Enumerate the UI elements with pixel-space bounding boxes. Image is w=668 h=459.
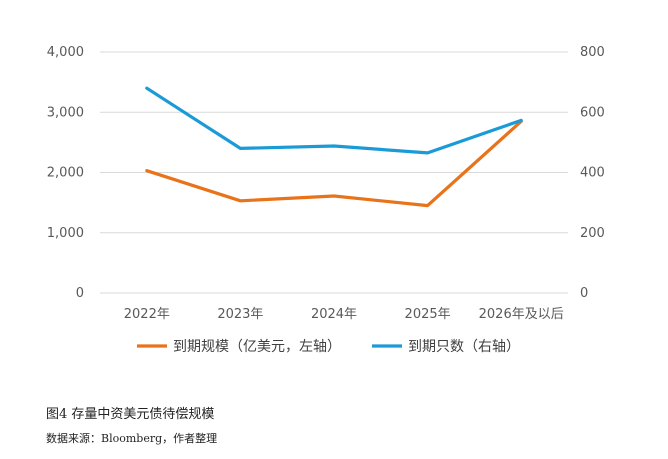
legend-label-2: 到期只数（右轴） (408, 339, 520, 355)
x-tick-label: 2024年 (311, 307, 357, 322)
left-tick-label: 1,000 (47, 226, 84, 241)
series-line-2 (145, 86, 523, 155)
legend-label-1: 到期规模（亿美元，左轴） (173, 339, 341, 355)
left-tick-label: 0 (76, 286, 84, 301)
series-lines (145, 86, 523, 208)
left-tick-label: 4,000 (47, 45, 84, 60)
x-tick-label: 2022年 (124, 307, 170, 322)
x-axis-ticks: 2022年 2023年 2024年 2025年 2026年及以后 (124, 307, 564, 322)
right-tick-label: 400 (580, 166, 605, 181)
left-tick-label: 3,000 (47, 105, 84, 120)
right-axis-ticks: 800 600 400 200 0 (580, 45, 605, 301)
figure-caption: 图4 存量中资美元债待偿规模 (46, 407, 215, 422)
right-tick-label: 800 (580, 45, 605, 60)
series-line-1 (145, 119, 523, 208)
right-tick-label: 0 (580, 286, 588, 301)
left-axis-ticks: 4,000 3,000 2,000 1,000 0 (47, 45, 84, 301)
gridlines (100, 51, 568, 294)
x-tick-label: 2026年及以后 (479, 307, 564, 322)
right-tick-label: 200 (580, 226, 605, 241)
legend: 到期规模（亿美元，左轴） 到期只数（右轴） (137, 339, 520, 355)
x-tick-label: 2023年 (217, 307, 263, 322)
source-note: 数据来源：Bloomberg，作者整理 (46, 432, 218, 445)
x-tick-label: 2025年 (405, 307, 451, 322)
line-chart: 4,000 3,000 2,000 1,000 0 800 600 400 200 0 2022… (47, 45, 605, 355)
right-tick-label: 600 (580, 105, 605, 120)
left-tick-label: 2,000 (47, 166, 84, 181)
